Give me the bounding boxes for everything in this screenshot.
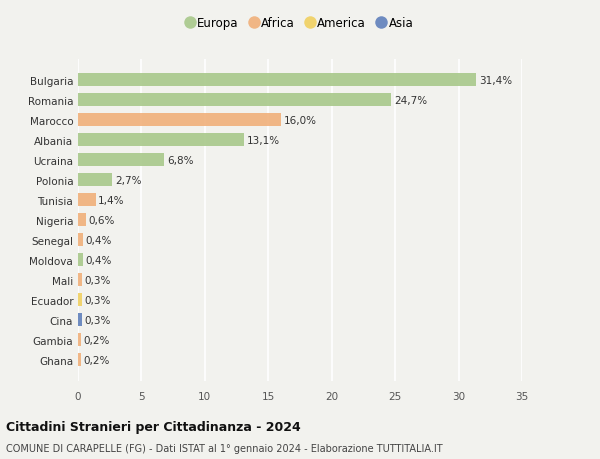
Bar <box>78 234 83 247</box>
Bar <box>78 94 391 107</box>
Text: 24,7%: 24,7% <box>394 96 427 106</box>
Bar <box>78 274 82 286</box>
Text: 13,1%: 13,1% <box>247 135 280 146</box>
Text: 0,3%: 0,3% <box>85 315 111 325</box>
Bar <box>78 294 82 307</box>
Text: 6,8%: 6,8% <box>167 156 193 166</box>
Bar <box>78 353 80 366</box>
Text: 0,2%: 0,2% <box>83 335 109 345</box>
Text: Cittadini Stranieri per Cittadinanza - 2024: Cittadini Stranieri per Cittadinanza - 2… <box>6 420 301 433</box>
Text: COMUNE DI CARAPELLE (FG) - Dati ISTAT al 1° gennaio 2024 - Elaborazione TUTTITAL: COMUNE DI CARAPELLE (FG) - Dati ISTAT al… <box>6 443 443 453</box>
Text: 0,6%: 0,6% <box>88 215 115 225</box>
Bar <box>78 74 476 87</box>
Legend: Europa, Africa, America, Asia: Europa, Africa, America, Asia <box>187 17 413 30</box>
Text: 1,4%: 1,4% <box>98 196 125 205</box>
Text: 0,3%: 0,3% <box>85 295 111 305</box>
Bar <box>78 114 281 127</box>
Text: 31,4%: 31,4% <box>479 76 512 86</box>
Text: 0,2%: 0,2% <box>83 355 109 365</box>
Text: 2,7%: 2,7% <box>115 175 141 185</box>
Bar <box>78 254 83 267</box>
Bar <box>78 134 244 147</box>
Bar <box>78 154 164 167</box>
Bar <box>78 313 82 326</box>
Bar <box>78 214 86 227</box>
Text: 0,3%: 0,3% <box>85 275 111 285</box>
Bar <box>78 174 112 187</box>
Text: 0,4%: 0,4% <box>86 235 112 245</box>
Bar <box>78 194 96 207</box>
Text: 16,0%: 16,0% <box>284 116 317 126</box>
Bar <box>78 334 80 347</box>
Text: 0,4%: 0,4% <box>86 255 112 265</box>
